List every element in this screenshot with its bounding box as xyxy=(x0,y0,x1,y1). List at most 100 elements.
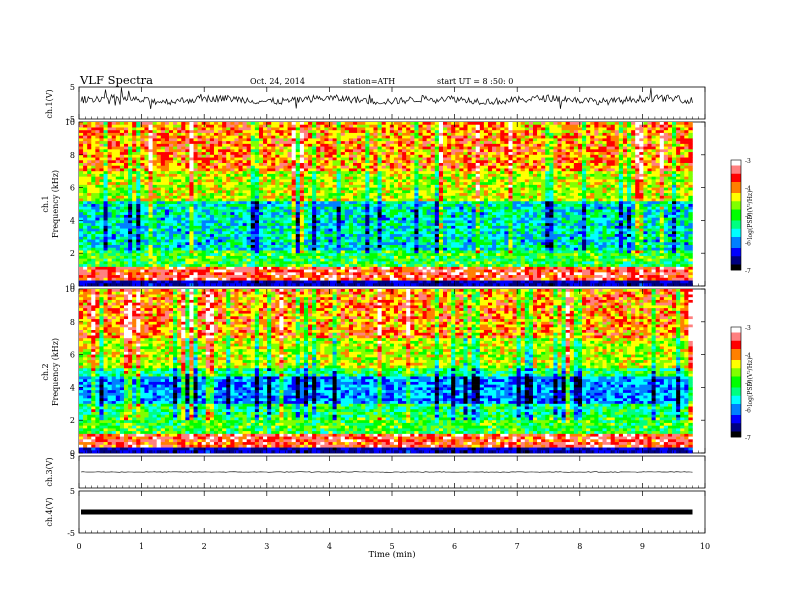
ch2-colorbar-cell xyxy=(731,332,741,336)
ch1-colorbar-cell xyxy=(731,176,741,180)
xtick-label-4: 4 xyxy=(327,542,332,551)
ch1-colorbar-cell xyxy=(731,223,741,227)
xtick-label-5: 5 xyxy=(389,542,394,551)
ch1-spectrogram-ytick-5: 10 xyxy=(65,118,75,127)
ch2-colorbar-cell xyxy=(731,354,741,358)
ch1-spectrogram-ylabel: Frequency (kHz) xyxy=(51,170,60,238)
ch1-colorbar-cell xyxy=(731,206,741,210)
ch2-colorbar-cell xyxy=(731,393,741,397)
ch2-colorbar-tick-1: -4 xyxy=(745,353,751,360)
ch2-spectrogram-ytick-3: 6 xyxy=(70,351,75,360)
ch2-colorbar-cell xyxy=(731,420,741,424)
ch2-colorbar-cell xyxy=(731,406,741,410)
ch1-colorbar-cell xyxy=(731,234,741,238)
ch4-waveform-line xyxy=(81,509,693,515)
xtick-label-2: 2 xyxy=(202,542,207,551)
ch4-waveform-ylabel: ch.4(V) xyxy=(45,497,54,526)
ch3-waveform-ytick-0: 5 xyxy=(70,452,75,461)
ch1-colorbar-cell xyxy=(731,190,741,194)
ch2-colorbar-cell xyxy=(731,373,741,377)
ch1-spectrogram-ylabel-top: ch.1 xyxy=(41,195,50,212)
ch1-colorbar-frame xyxy=(730,159,742,271)
ch2-colorbar-cell xyxy=(731,349,741,353)
ch2-spectrogram-cells xyxy=(79,289,693,454)
ch1-colorbar-cell xyxy=(731,179,741,183)
ch1-colorbar-cell xyxy=(731,231,741,235)
ch1-colorbar-cell xyxy=(731,195,741,199)
xtick-label-3: 3 xyxy=(264,542,269,551)
ch1-colorbar-cell xyxy=(731,245,741,249)
ch2-colorbar-tick-2: -5 xyxy=(745,380,751,387)
ch2-colorbar-cell xyxy=(731,379,741,383)
ch2-colorbar-cell xyxy=(731,404,741,408)
ch1-colorbar-cell xyxy=(731,173,741,177)
xtick-label-7: 7 xyxy=(515,542,520,551)
ch1-waveform-ytick-0: 5 xyxy=(70,83,75,92)
ch2-colorbar-cell xyxy=(731,415,741,419)
ch2-colorbar-cell xyxy=(731,428,741,432)
ch1-colorbar-label: log(PSD)(V²/Hz) xyxy=(747,191,754,240)
ch2-colorbar-cell xyxy=(731,409,741,413)
ch1-spectrogram-ytick-2: 4 xyxy=(70,216,75,225)
xtick-label-10: 10 xyxy=(700,542,710,551)
ch1-colorbar-cell xyxy=(731,248,741,252)
ch1-spectrogram-ytick-0: 0 xyxy=(70,282,75,291)
station-label: station=ATH xyxy=(343,77,395,86)
ch2-colorbar-cell xyxy=(731,327,741,331)
ch2-colorbar-cell xyxy=(731,360,741,364)
ch1-spectrogram-ytick-3: 6 xyxy=(70,184,75,193)
ch1-colorbar-cell xyxy=(731,215,741,219)
ch2-spectrogram-ylabel: Frequency (kHz) xyxy=(51,338,60,406)
date-label: Oct. 24, 2014 xyxy=(250,77,305,86)
ch2-colorbar-cell xyxy=(731,340,741,344)
ch2-colorbar-cell xyxy=(731,434,741,438)
ch1-colorbar-tick-1: -4 xyxy=(745,186,751,193)
ch1-colorbar-tick-2: -5 xyxy=(745,213,751,220)
ch2-colorbar-cell xyxy=(731,384,741,388)
ch1-colorbar-cell xyxy=(731,264,741,268)
ch1-colorbar-cell xyxy=(731,162,741,166)
ch2-spectrogram-ytick-5: 10 xyxy=(65,285,75,294)
ch1-colorbar-cell xyxy=(731,168,741,172)
ch2-colorbar-cell xyxy=(731,351,741,355)
ch2-colorbar-cell xyxy=(731,371,741,375)
ch2-colorbar-cell xyxy=(731,362,741,366)
chart-title: VLF Spectra xyxy=(79,73,153,87)
ch1-colorbar-tick-0: -3 xyxy=(745,158,751,165)
ch2-spectrogram-ylabel-top: ch.2 xyxy=(41,363,50,380)
ch2-colorbar-cell xyxy=(731,329,741,333)
ch2-colorbar-cell xyxy=(731,365,741,369)
ch1-colorbar-cell xyxy=(731,209,741,213)
ch2-colorbar-cell xyxy=(731,417,741,421)
x-axis-label: Time (min) xyxy=(368,549,415,560)
ch1-colorbar-cell xyxy=(731,226,741,230)
xtick-label-6: 6 xyxy=(452,542,457,551)
ch2-spectrogram-ytick-1: 2 xyxy=(70,416,75,425)
ch1-spectrogram-cells xyxy=(79,122,693,287)
ch2-spectrogram-ytick-0: 0 xyxy=(70,449,75,458)
ch1-colorbar-cell xyxy=(731,261,741,265)
ch2-colorbar-cell xyxy=(731,382,741,386)
ch2-colorbar-cell xyxy=(731,431,741,435)
ch1-colorbar-cell xyxy=(731,239,741,243)
ch2-colorbar-cell xyxy=(731,335,741,339)
ch1-colorbar-cell xyxy=(731,237,741,241)
ch2-colorbar-frame xyxy=(730,326,742,438)
ch2-colorbar-cell xyxy=(731,390,741,394)
ch1-colorbar-tick-4: -7 xyxy=(745,268,751,275)
ch1-colorbar-cell xyxy=(731,253,741,257)
ch2-colorbar-cell xyxy=(731,346,741,350)
ch2-colorbar-cell xyxy=(731,412,741,416)
ch2-colorbar-cell xyxy=(731,343,741,347)
ch2-colorbar-cell xyxy=(731,338,741,342)
ch1-waveform-line xyxy=(80,87,693,110)
ch2-spectrogram-ytick-2: 4 xyxy=(70,383,75,392)
ch2-colorbar-cell xyxy=(731,426,741,430)
ch1-colorbar-cell xyxy=(731,242,741,246)
ch1-colorbar-cell xyxy=(731,217,741,221)
ch1-colorbar-cell xyxy=(731,228,741,232)
ch1-colorbar-cell xyxy=(731,256,741,260)
ch2-colorbar-cell xyxy=(731,401,741,405)
start-ut-label: start UT = 8 :50: 0 xyxy=(437,77,513,86)
ch4-waveform-ytick-1: -5 xyxy=(67,529,75,538)
